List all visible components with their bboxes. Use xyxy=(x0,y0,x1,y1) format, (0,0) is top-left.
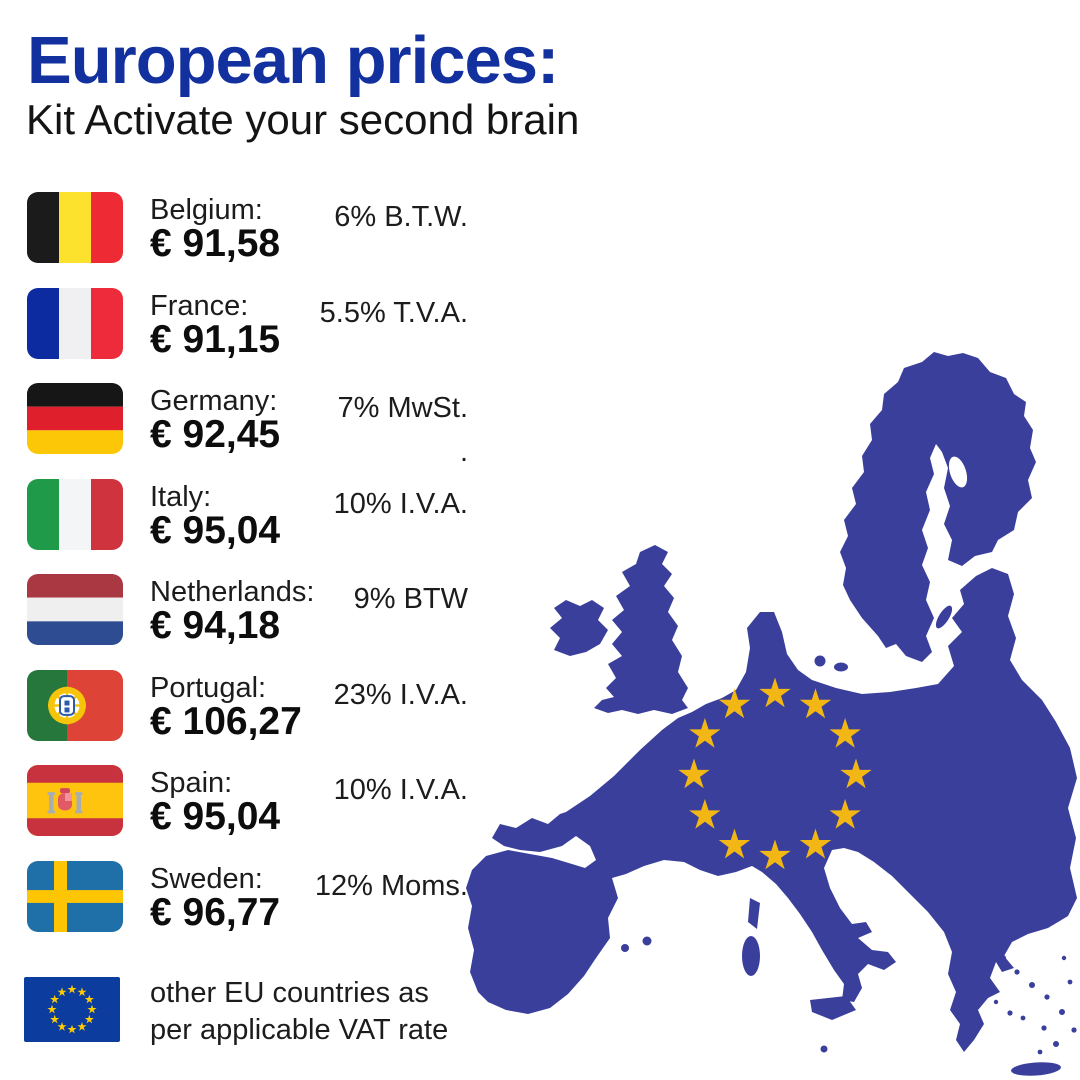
europe-map xyxy=(460,350,1080,1080)
vat-rate: 6% B.T.W. xyxy=(334,201,468,233)
country-price: € 95,04 xyxy=(150,795,281,838)
country-name: Sweden: xyxy=(150,862,263,895)
country-price: € 91,58 xyxy=(150,222,281,265)
country-price: € 96,77 xyxy=(150,890,281,934)
map-great-britain xyxy=(594,545,688,714)
map-scandinavia xyxy=(840,352,1036,662)
footer-note-line2: per applicable VAT rate xyxy=(150,1014,449,1046)
map-ireland xyxy=(550,600,608,656)
country-name: Spain: xyxy=(150,767,233,799)
it-flag-icon xyxy=(27,478,123,550)
country-name: Germany: xyxy=(150,385,278,417)
pt-flag-icon xyxy=(27,669,123,741)
price-row: Netherlands: € 94,18 9% BTW xyxy=(0,574,480,670)
vat-rate: 5.5% T.V.A. xyxy=(319,296,468,329)
vat-rate: 12% Moms. xyxy=(314,869,468,902)
country-price: € 91,15 xyxy=(150,317,281,361)
europe-map-svg xyxy=(466,352,1077,1076)
price-row: Sweden: € 96,77 12% Moms. xyxy=(0,860,480,957)
country-name: Italy: xyxy=(150,480,212,513)
se-flag-icon xyxy=(27,860,123,932)
country-name: Netherlands: xyxy=(150,576,315,608)
de-flag-icon xyxy=(27,383,123,454)
vat-rate: 23% I.V.A. xyxy=(333,678,468,711)
price-row: Portugal: € 106,27 23% I.V.A. xyxy=(0,669,480,766)
vat-rate: 9% BTW xyxy=(353,583,468,615)
map-mainland xyxy=(466,568,1077,1052)
vat-rate: 10% I.V.A. xyxy=(333,487,468,520)
price-row: France: € 91,15 5.5% T.V.A. xyxy=(0,287,480,384)
es-flag-icon xyxy=(27,765,123,836)
country-price: € 106,27 xyxy=(150,699,302,743)
country-name: Portugal: xyxy=(150,671,267,704)
footer-note: other EU countries as per applicable VAT… xyxy=(150,975,448,1049)
price-row: Germany: € 92,45 7% MwSt. . xyxy=(0,383,480,479)
price-row: Belgium: € 91,58 6% B.T.W. xyxy=(0,192,480,288)
country-name: Belgium: xyxy=(150,194,263,226)
country-price: € 95,04 xyxy=(150,508,281,552)
country-name: France: xyxy=(150,289,249,322)
page-subtitle: Kit Activate your second brain xyxy=(26,96,580,143)
price-row: Italy: € 95,04 10% I.V.A. xyxy=(0,478,480,575)
eu-stars-circle xyxy=(678,677,872,870)
footer-note-row: other EU countries as per applicable VAT… xyxy=(0,975,520,1075)
country-price: € 92,45 xyxy=(150,413,281,456)
eu-flag-icon xyxy=(24,977,120,1042)
vat-rate: 7% MwSt. . xyxy=(337,392,468,468)
country-price: € 94,18 xyxy=(150,604,281,647)
be-flag-icon xyxy=(27,192,123,263)
page-title: European prices: xyxy=(27,23,559,98)
vat-rate: 10% I.V.A. xyxy=(333,774,468,806)
nl-flag-icon xyxy=(27,574,123,645)
footer-note-line1: other EU countries as xyxy=(150,977,429,1009)
price-row: Spain: € 95,04 10% I.V.A. xyxy=(0,765,480,861)
fr-flag-icon xyxy=(27,287,123,359)
